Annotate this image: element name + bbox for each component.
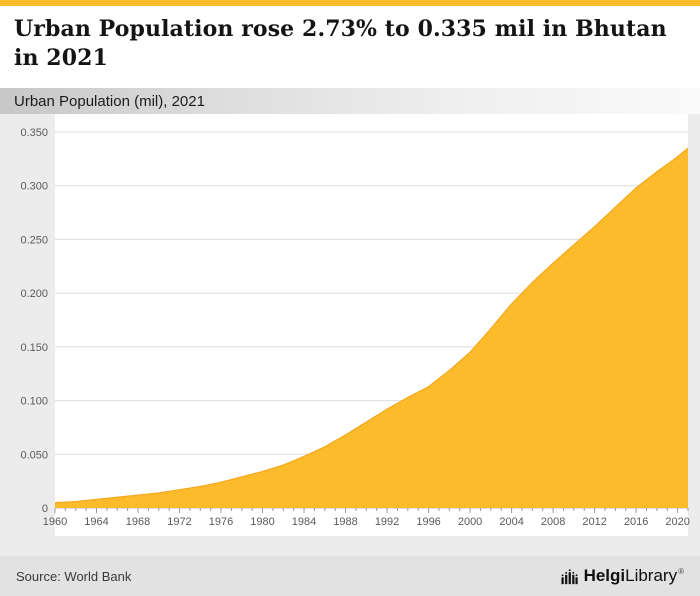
svg-text:0.100: 0.100 (20, 396, 48, 408)
svg-text:0.300: 0.300 (20, 181, 48, 193)
svg-text:1980: 1980 (250, 516, 274, 528)
svg-text:2000: 2000 (458, 516, 482, 528)
source-label: Source: World Bank (16, 568, 132, 584)
subtitle-bar: Urban Population (mil), 2021 (0, 88, 700, 114)
svg-text:0.250: 0.250 (20, 234, 48, 246)
svg-text:2012: 2012 (582, 516, 606, 528)
svg-text:0: 0 (42, 503, 48, 515)
logo-text-regular: Library (625, 566, 678, 585)
logo-text: HelgiLibrary® (584, 566, 684, 586)
logo-registered-mark: ® (678, 567, 684, 577)
helgi-logo-icon (561, 568, 578, 584)
footer: Source: World Bank HelgiLibrary® (0, 556, 700, 596)
accent-bar (0, 0, 700, 6)
svg-text:1960: 1960 (43, 516, 67, 528)
helgi-library-logo[interactable]: HelgiLibrary® (561, 566, 684, 586)
svg-text:1964: 1964 (84, 516, 108, 528)
svg-text:2016: 2016 (624, 516, 648, 528)
page-title: Urban Population rose 2.73% to 0.335 mil… (14, 16, 667, 71)
svg-text:1972: 1972 (167, 516, 191, 528)
svg-text:1968: 1968 (126, 516, 150, 528)
svg-text:1996: 1996 (416, 516, 440, 528)
svg-text:2008: 2008 (541, 516, 565, 528)
svg-text:1984: 1984 (292, 516, 316, 528)
svg-text:1988: 1988 (333, 516, 357, 528)
area-chart: 0 0.050 0.100 0.150 0.200 0.250 0.300 0.350 1960… (20, 114, 690, 536)
svg-text:0.150: 0.150 (20, 342, 48, 354)
logo-text-bold: Helgi (583, 566, 626, 585)
svg-text:0.200: 0.200 (20, 288, 48, 300)
chart-area: 0 0.050 0.100 0.150 0.200 0.250 0.300 0.350 1960… (0, 114, 700, 556)
svg-text:2004: 2004 (499, 516, 523, 528)
svg-text:0.350: 0.350 (20, 127, 48, 139)
svg-text:2020: 2020 (665, 516, 689, 528)
header: Urban Population rose 2.73% to 0.335 mil… (0, 6, 700, 88)
svg-text:1992: 1992 (375, 516, 399, 528)
svg-text:0.050: 0.050 (20, 449, 48, 461)
svg-text:1976: 1976 (209, 516, 233, 528)
chart-subtitle: Urban Population (mil), 2021 (14, 92, 205, 110)
